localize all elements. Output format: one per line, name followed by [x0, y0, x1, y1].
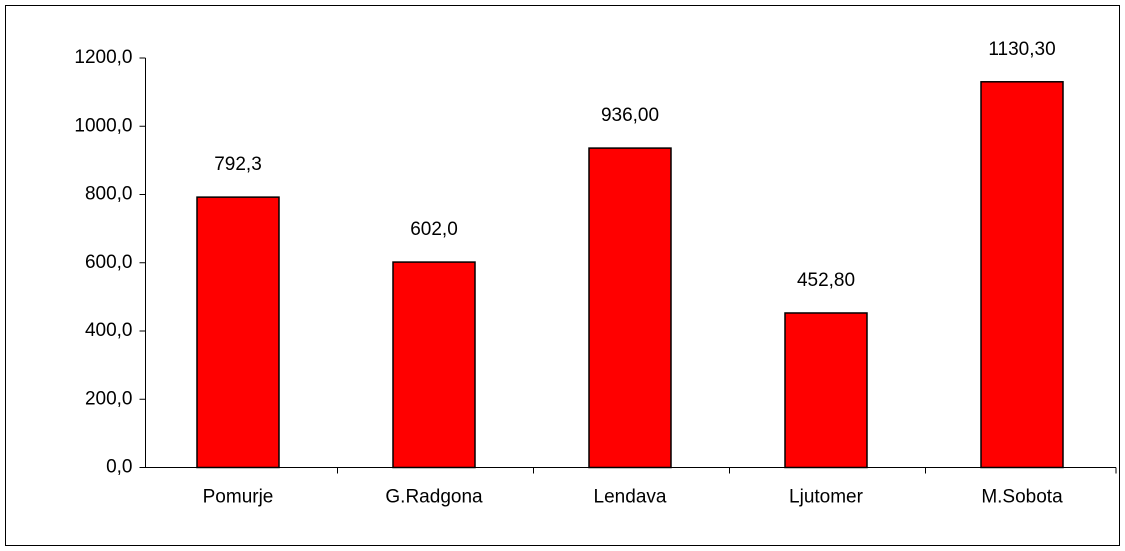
bar: [588, 147, 672, 469]
y-tick-label: 400,0: [85, 320, 133, 341]
value-label: 452,80: [797, 270, 855, 291]
y-tick-label: 0,0: [106, 457, 132, 478]
x-tick-label: M.Sobota: [981, 487, 1063, 508]
bar: [392, 261, 476, 469]
value-label: 1130,30: [988, 39, 1055, 60]
bar: [196, 196, 280, 469]
value-label: 602,0: [410, 219, 458, 240]
y-tick-label: 1000,0: [74, 115, 132, 136]
bar: [784, 312, 868, 469]
x-tick-label: Lendava: [594, 487, 667, 508]
bar: [980, 81, 1064, 469]
value-label: 936,00: [601, 105, 659, 126]
y-tick-label: 800,0: [85, 184, 133, 205]
x-tick-label: Pomurje: [203, 487, 274, 508]
chart-border: [5, 5, 1120, 546]
value-label: 792,3: [214, 154, 262, 175]
y-tick-label: 200,0: [85, 388, 133, 409]
y-tick-label: 1200,0: [74, 47, 132, 68]
x-tick-label: Ljutomer: [789, 487, 864, 508]
x-tick-label: G.Radgona: [385, 487, 483, 508]
y-tick-label: 600,0: [85, 252, 133, 273]
